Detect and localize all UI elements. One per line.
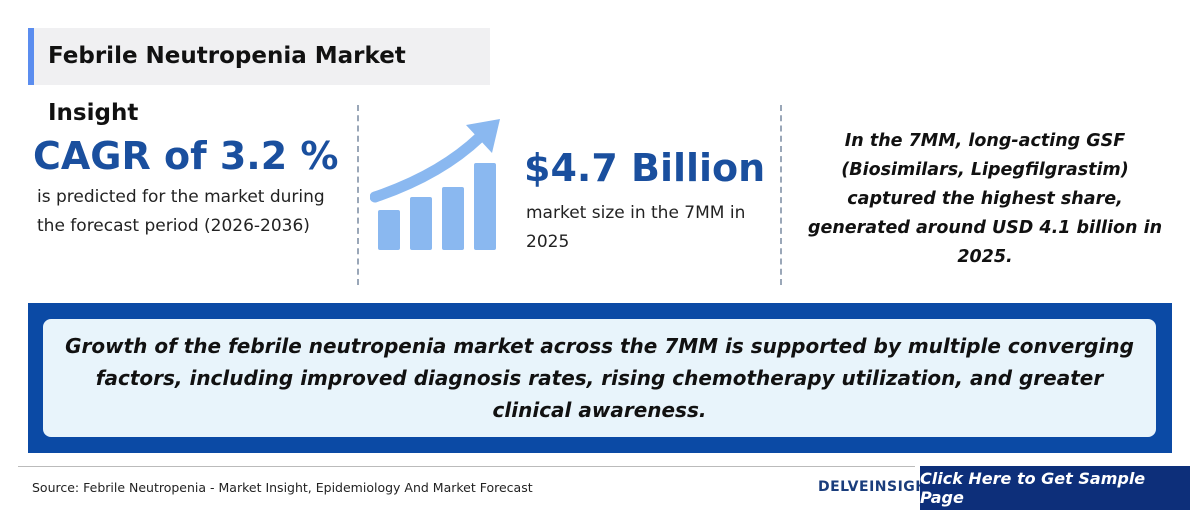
growth-icon <box>370 119 500 250</box>
header-title: Febrile Neutropenia Market Insight <box>48 43 406 126</box>
highlight-box: Growth of the febrile neutropenia market… <box>43 319 1156 437</box>
stat-text: In the 7MM, long-acting GSF (Biosimilars… <box>807 131 1163 267</box>
stat-headline: $4.7 Billion <box>524 146 766 190</box>
divider <box>780 105 782 285</box>
sample-button[interactable]: Click Here to Get Sample Page <box>920 466 1190 510</box>
source: Source: Febrile Neutropenia - Market Ins… <box>32 480 533 495</box>
highlight-text: Growth of the febrile neutropenia market… <box>65 334 1134 422</box>
stat-text: market size in the 7MM in 2025 <box>526 203 746 252</box>
header: Febrile Neutropenia Market Insight <box>28 28 490 126</box>
stat-headline: CAGR of 3.2 % <box>33 134 339 178</box>
stat-text: is predicted for the market during the f… <box>37 187 325 236</box>
divider <box>357 105 359 285</box>
logo: DELVEINSIGHT <box>818 479 938 495</box>
header-accent <box>28 28 34 85</box>
footer-rule <box>18 466 915 467</box>
